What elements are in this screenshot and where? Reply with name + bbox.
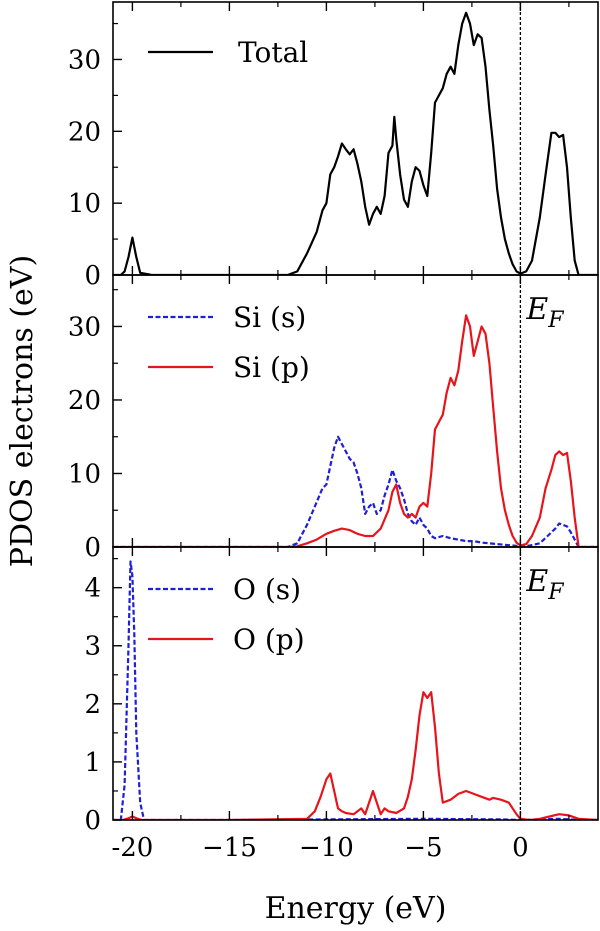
series-line-si-p	[113, 314, 598, 547]
y-tick-label: 10	[68, 459, 101, 489]
panels-layer: 0 10 20 30 Total 0 10 20 30 Si (s) Si (p) EF 0 1 2 3 4 O …	[68, 1, 599, 863]
y-axis-label: PDOS electrons (eV)	[5, 255, 40, 567]
fermi-level-label: EF	[525, 564, 564, 605]
series-line-o-s	[113, 560, 598, 820]
y-tick-label: 2	[84, 690, 101, 720]
fermi-level-subscript: F	[547, 308, 564, 333]
y-tick-label: 1	[84, 748, 101, 778]
panel-frame	[112, 1, 599, 276]
fermi-level-label: EF	[525, 292, 564, 333]
x-tick-label: −5	[404, 833, 442, 863]
y-tick-label: 20	[68, 117, 101, 147]
y-tick-label: 3	[84, 632, 101, 662]
panel-o: 0 1 2 3 4 O (s) O (p) EF	[84, 546, 599, 836]
y-tick-label: 4	[84, 574, 101, 604]
y-tick-label: 0	[84, 533, 101, 563]
legend-label: Si (s)	[233, 301, 306, 334]
panel-frame	[112, 546, 599, 821]
x-tick-label: −10	[299, 833, 354, 863]
panel-frame	[112, 274, 599, 548]
y-tick-label: 20	[68, 386, 101, 416]
y-tick-label: 30	[68, 45, 101, 75]
series-line-total	[113, 11, 598, 275]
y-tick-label: 30	[68, 312, 101, 342]
y-tick-label: 10	[68, 189, 101, 219]
x-tick-label: −15	[202, 833, 257, 863]
series-line-o-p	[113, 691, 598, 820]
panel-si: 0 10 20 30 Si (s) Si (p) EF	[68, 274, 599, 563]
legend-label: O (p)	[233, 623, 305, 656]
fermi-level-subscript: F	[547, 580, 564, 605]
x-tick-label: -20	[111, 833, 153, 863]
series-line-si-s	[113, 435, 598, 547]
legend-label: O (s)	[233, 573, 301, 606]
panel-total: 0 10 20 30 Total	[68, 1, 599, 291]
y-tick-label: 0	[84, 261, 101, 291]
x-tick-label: 0	[512, 833, 529, 863]
legend-label: Total	[238, 36, 308, 69]
x-axis-label: Energy (eV)	[265, 891, 447, 926]
legend-label: Si (p)	[233, 351, 310, 384]
y-tick-label: 0	[84, 806, 101, 836]
